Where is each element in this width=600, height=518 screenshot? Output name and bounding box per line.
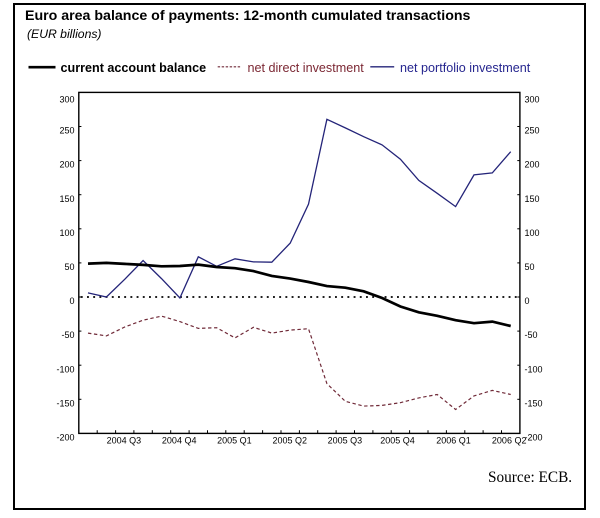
svg-text:2005 Q3: 2005 Q3 — [328, 435, 363, 445]
svg-text:100: 100 — [59, 228, 74, 238]
svg-text:-200: -200 — [525, 433, 543, 443]
svg-text:150: 150 — [525, 194, 540, 204]
svg-text:-50: -50 — [61, 330, 74, 340]
svg-text:250: 250 — [525, 126, 540, 136]
svg-text:200: 200 — [525, 160, 540, 170]
svg-text:2006 Q2: 2006 Q2 — [492, 435, 527, 445]
svg-text:-150: -150 — [525, 398, 543, 408]
svg-text:-100: -100 — [56, 364, 74, 374]
svg-text:150: 150 — [59, 194, 74, 204]
svg-text:-200: -200 — [56, 433, 74, 443]
svg-text:300: 300 — [525, 94, 540, 104]
svg-text:2005 Q1: 2005 Q1 — [217, 435, 252, 445]
svg-text:0: 0 — [525, 296, 530, 306]
svg-text:-150: -150 — [56, 398, 74, 408]
svg-text:300: 300 — [59, 94, 74, 104]
svg-text:200: 200 — [59, 160, 74, 170]
svg-text:50: 50 — [525, 262, 535, 272]
svg-text:2005 Q2: 2005 Q2 — [273, 435, 308, 445]
svg-text:-100: -100 — [525, 364, 543, 374]
svg-text:100: 100 — [525, 228, 540, 238]
svg-text:250: 250 — [59, 126, 74, 136]
svg-text:2005 Q4: 2005 Q4 — [380, 435, 415, 445]
svg-text:2004 Q4: 2004 Q4 — [162, 435, 197, 445]
svg-text:2004 Q3: 2004 Q3 — [107, 435, 142, 445]
svg-text:2006 Q1: 2006 Q1 — [436, 435, 471, 445]
svg-text:0: 0 — [69, 296, 74, 306]
svg-text:-50: -50 — [525, 330, 538, 340]
svg-text:50: 50 — [64, 262, 74, 272]
